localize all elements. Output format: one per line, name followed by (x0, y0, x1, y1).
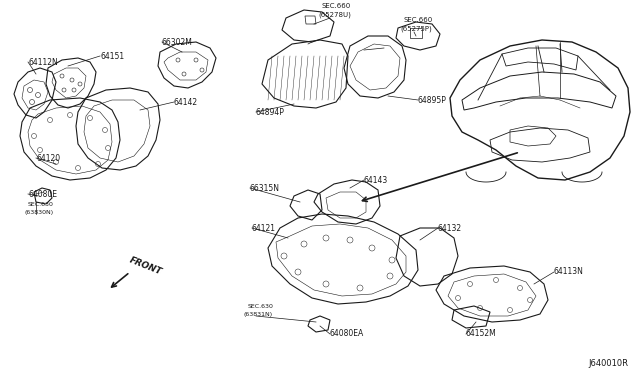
Text: 64152M: 64152M (466, 330, 497, 339)
Text: FRONT: FRONT (128, 256, 163, 277)
Text: 66315N: 66315N (250, 183, 280, 192)
Text: SEC.630: SEC.630 (28, 202, 54, 207)
Text: 64142: 64142 (174, 97, 198, 106)
Text: 66302M: 66302M (162, 38, 193, 46)
Text: 64894P: 64894P (256, 108, 285, 116)
Text: 64121: 64121 (252, 224, 276, 232)
Text: 64151: 64151 (100, 51, 124, 61)
Text: 64080EA: 64080EA (330, 330, 364, 339)
Text: SEC.630: SEC.630 (248, 304, 274, 309)
Text: (63831N): (63831N) (244, 312, 273, 317)
Text: 64080E: 64080E (28, 189, 57, 199)
Text: SEC.660: SEC.660 (322, 3, 351, 9)
Text: (63830N): (63830N) (24, 210, 53, 215)
Text: (65278U): (65278U) (318, 11, 351, 17)
Text: 64143: 64143 (364, 176, 388, 185)
Text: 64120: 64120 (36, 154, 60, 163)
Text: J640010R: J640010R (588, 359, 628, 368)
Text: 64895P: 64895P (418, 96, 447, 105)
Text: 64112N: 64112N (28, 58, 58, 67)
Text: 64113N: 64113N (554, 267, 584, 276)
Text: (65275P): (65275P) (400, 25, 432, 32)
Text: 64132: 64132 (438, 224, 462, 232)
Text: SEC.660: SEC.660 (404, 17, 433, 23)
